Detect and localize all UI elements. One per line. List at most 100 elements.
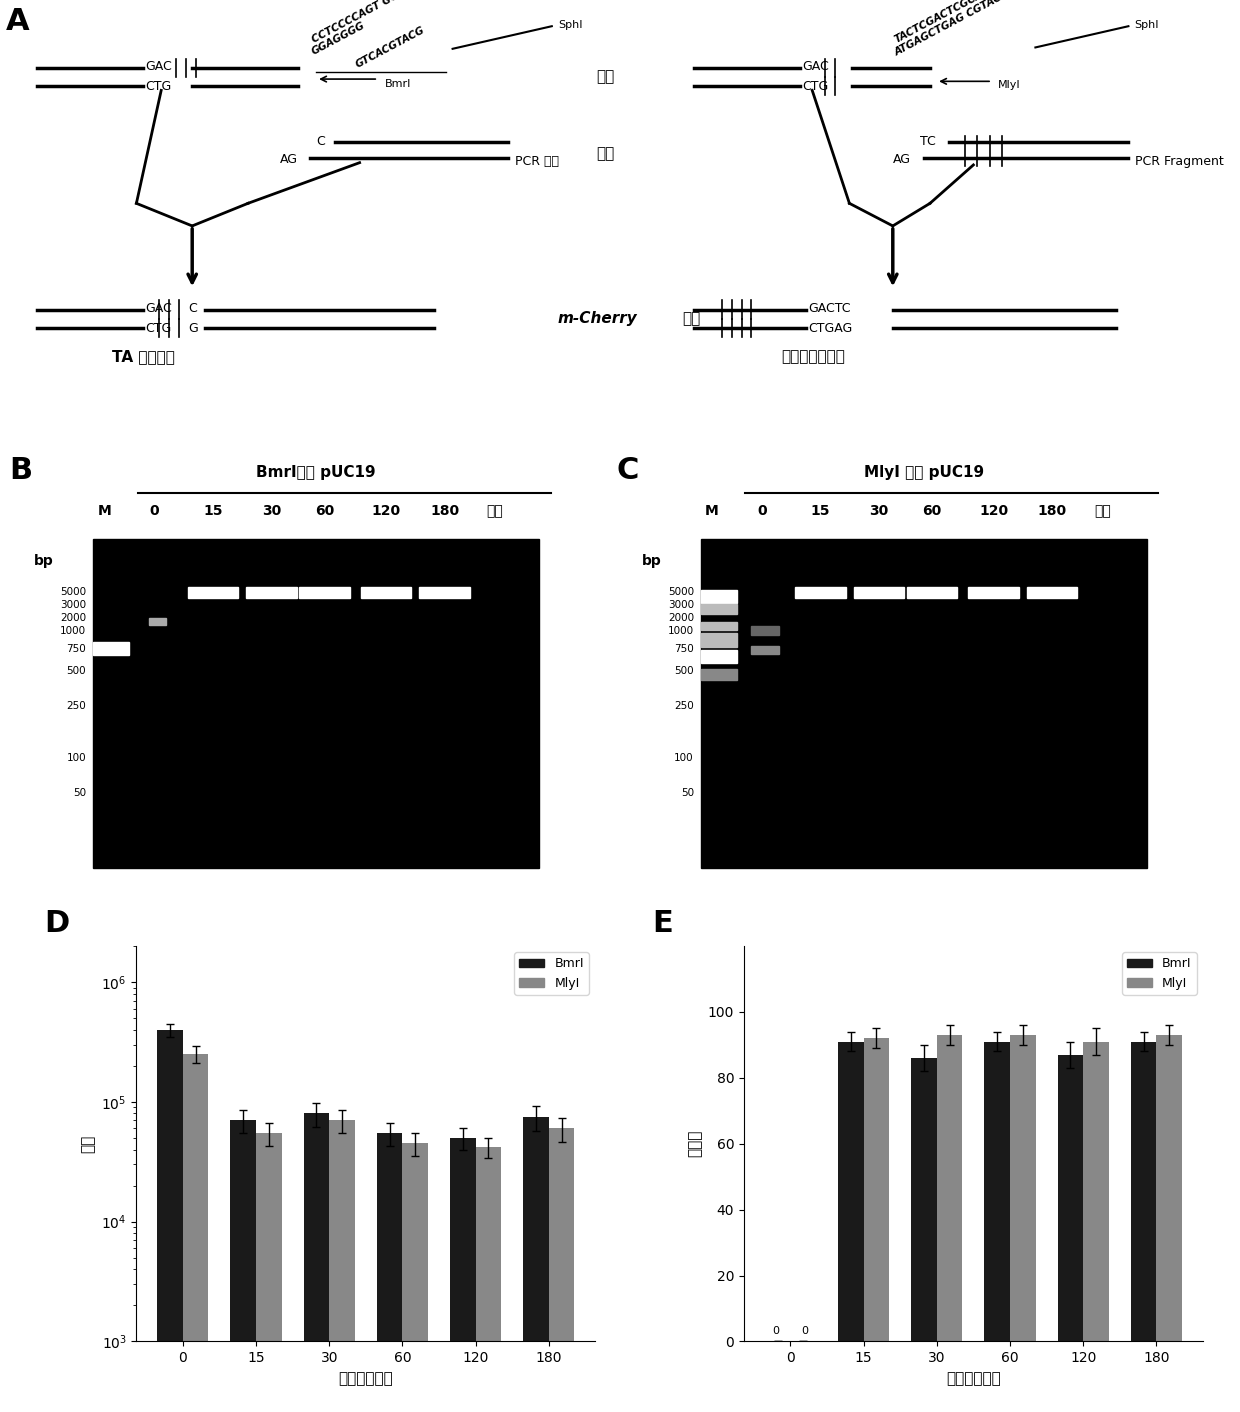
Text: 120: 120 — [980, 504, 1008, 518]
Text: 1000: 1000 — [668, 627, 694, 637]
Text: 2000: 2000 — [668, 613, 694, 623]
Text: M: M — [97, 504, 112, 518]
Text: SphI: SphI — [558, 20, 583, 30]
Text: 120: 120 — [372, 504, 401, 518]
Bar — [255, 1132, 281, 1412]
Text: M: M — [704, 504, 719, 518]
Text: 30: 30 — [262, 504, 281, 518]
Bar — [1027, 586, 1078, 599]
Text: C: C — [188, 302, 197, 315]
X-axis label: 时间（分钟）: 时间（分钟） — [339, 1371, 393, 1385]
Text: PCR Fragment: PCR Fragment — [1135, 154, 1224, 168]
Bar — [1058, 1055, 1084, 1341]
Text: 500: 500 — [67, 665, 87, 676]
Text: GTCACGTACG: GTCACGTACG — [353, 25, 427, 71]
Text: 0: 0 — [150, 504, 159, 518]
Text: TA 无痕组装: TA 无痕组装 — [112, 349, 175, 364]
Bar — [377, 1132, 403, 1412]
Text: PCR 片段: PCR 片段 — [515, 154, 558, 168]
Text: 平末端无痕组装: 平末端无痕组装 — [781, 349, 846, 364]
Text: 0: 0 — [758, 504, 766, 518]
Text: CCTCCCCAGT GCATGC: CCTCCCCAGT GCATGC — [310, 0, 427, 45]
Bar — [93, 539, 539, 867]
Bar — [93, 642, 129, 655]
Text: TC: TC — [920, 136, 936, 148]
Text: 5000: 5000 — [668, 587, 694, 597]
Bar — [419, 586, 470, 599]
Text: MlyI: MlyI — [998, 80, 1021, 90]
Bar — [187, 586, 238, 599]
Text: E: E — [652, 909, 673, 938]
Bar — [701, 604, 737, 614]
Text: 2000: 2000 — [61, 613, 87, 623]
Legend: BmrI, MlyI: BmrI, MlyI — [1122, 952, 1197, 994]
Legend: BmrI, MlyI: BmrI, MlyI — [515, 952, 589, 994]
Text: 50: 50 — [73, 788, 87, 798]
Bar — [247, 586, 296, 599]
Text: 100: 100 — [675, 753, 694, 764]
Text: GAC: GAC — [145, 61, 172, 73]
Text: 15: 15 — [811, 504, 831, 518]
Text: AG: AG — [893, 152, 911, 165]
Text: B: B — [10, 456, 32, 486]
Bar — [908, 586, 957, 599]
Text: G: G — [188, 322, 198, 335]
Bar — [182, 1055, 208, 1412]
Bar — [157, 1029, 182, 1412]
Bar — [701, 650, 737, 662]
Bar — [231, 1120, 255, 1412]
Bar — [701, 539, 1147, 867]
Text: A: A — [6, 7, 30, 35]
Bar — [361, 586, 410, 599]
Text: 分钟: 分钟 — [486, 504, 503, 518]
Text: GGAGGGG: GGAGGGG — [310, 20, 367, 56]
Text: 0: 0 — [801, 1326, 808, 1336]
Text: BmrI: BmrI — [384, 79, 410, 89]
Text: 180: 180 — [1038, 504, 1066, 518]
Bar — [300, 586, 350, 599]
Text: CTG: CTG — [145, 322, 171, 335]
Bar — [701, 621, 737, 630]
Y-axis label: 正确率: 正确率 — [687, 1130, 702, 1158]
Text: CTGAG: CTGAG — [808, 322, 853, 335]
Bar — [304, 1114, 329, 1412]
Text: CTG: CTG — [145, 80, 171, 93]
Text: 60: 60 — [923, 504, 942, 518]
Text: 0: 0 — [773, 1326, 779, 1336]
Text: 250: 250 — [675, 700, 694, 710]
Text: GAC: GAC — [145, 302, 172, 315]
Text: 5000: 5000 — [61, 587, 87, 597]
Text: 100: 100 — [67, 753, 87, 764]
Bar — [911, 1058, 936, 1341]
Text: C: C — [316, 136, 325, 148]
Text: CTG: CTG — [802, 80, 828, 93]
Bar — [796, 586, 846, 599]
Text: MlyI 消化 pUC19: MlyI 消化 pUC19 — [864, 465, 983, 480]
Text: D: D — [45, 909, 69, 938]
Bar — [329, 1120, 355, 1412]
Bar — [838, 1042, 863, 1341]
Bar — [1131, 1042, 1157, 1341]
Text: bp: bp — [641, 555, 661, 568]
Text: 180: 180 — [430, 504, 459, 518]
Bar — [476, 1147, 501, 1412]
Bar — [701, 634, 737, 647]
Bar — [854, 586, 904, 599]
Text: 1000: 1000 — [61, 627, 87, 637]
Bar — [968, 586, 1019, 599]
Bar — [701, 668, 737, 681]
Bar — [1011, 1035, 1035, 1341]
Bar — [1157, 1035, 1182, 1341]
Text: 250: 250 — [67, 700, 87, 710]
Text: 50: 50 — [681, 788, 694, 798]
Text: 750: 750 — [675, 644, 694, 654]
Bar — [1084, 1042, 1109, 1341]
Bar — [701, 590, 737, 603]
Y-axis label: 效率: 效率 — [81, 1135, 95, 1152]
Text: ATGAGCTGAG CGTACG: ATGAGCTGAG CGTACG — [893, 0, 1011, 58]
Text: GAC: GAC — [802, 61, 830, 73]
Text: 30: 30 — [869, 504, 889, 518]
Text: 60: 60 — [315, 504, 335, 518]
Text: m-Cherry: m-Cherry — [558, 311, 637, 326]
Text: BmrI消化 pUC19: BmrI消化 pUC19 — [257, 465, 376, 480]
